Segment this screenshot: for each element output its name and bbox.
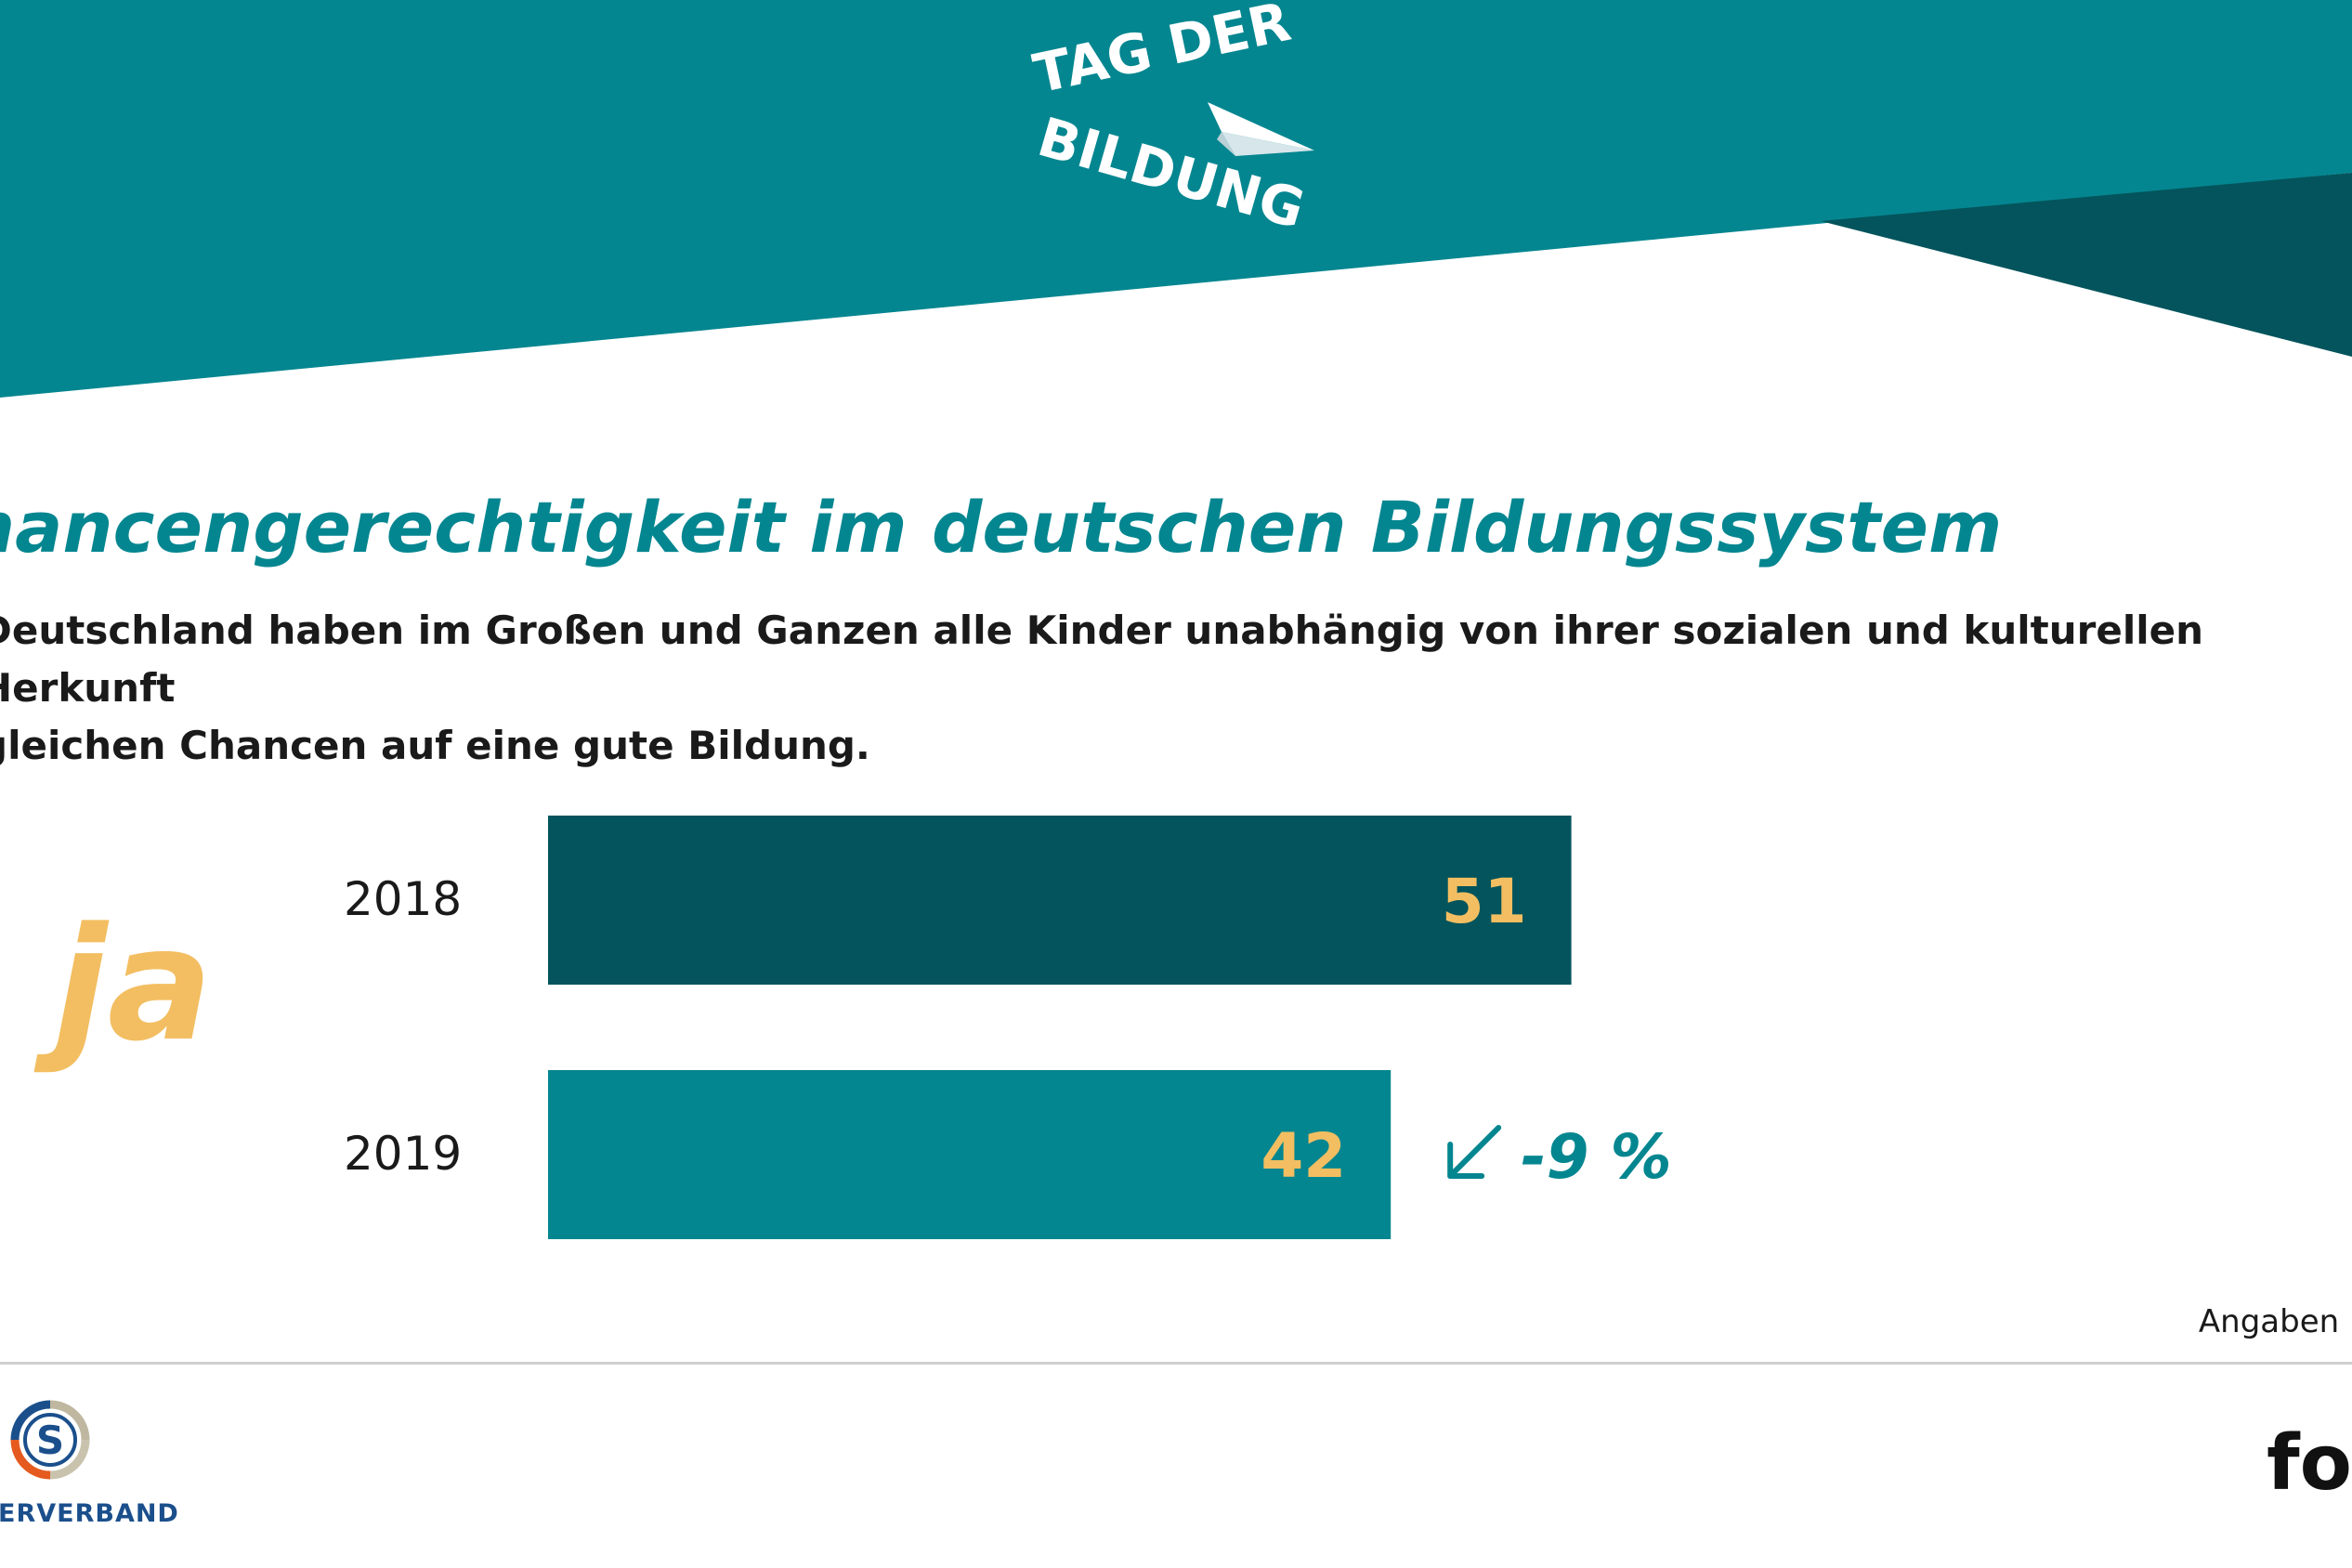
arrow-head-icon <box>1447 1142 1485 1179</box>
page-title: hancengerechtigkeit im deutschen Bildung… <box>0 486 2003 568</box>
bar-chart: 2018 51 2019 42 -9 % <box>344 816 1672 1239</box>
bar-2018 <box>548 816 1572 985</box>
footer-divider <box>0 1362 2352 1365</box>
value-label-2019: 42 <box>1261 1120 1346 1192</box>
bar-2019 <box>548 1070 1392 1239</box>
category-label-2019: 2019 <box>344 1127 462 1181</box>
change-label: -9 % <box>1521 1121 1671 1193</box>
header-dark-accent <box>1821 173 2352 357</box>
unit-note: Angaben in <box>2198 1303 2352 1340</box>
logo-letter: S <box>36 1418 64 1463</box>
left-logo-text: ERVERBAND <box>0 1499 179 1528</box>
arrow-down-left-icon <box>1447 1125 1502 1179</box>
paper-plane-icon <box>1208 102 1314 156</box>
survey-question: Deutschland haben im Großen und Ganzen a… <box>0 608 2204 768</box>
header-teal-band <box>0 0 2352 398</box>
right-logo-text: fo <box>2267 1419 2352 1508</box>
value-label-2018: 51 <box>1442 866 1527 937</box>
header-banner: TAG DER BILDUNG <box>0 0 2352 398</box>
answer-label: ja <box>54 894 213 1076</box>
category-label-2018: 2018 <box>344 872 462 926</box>
sparkassen-logo-icon: S <box>10 1400 90 1480</box>
